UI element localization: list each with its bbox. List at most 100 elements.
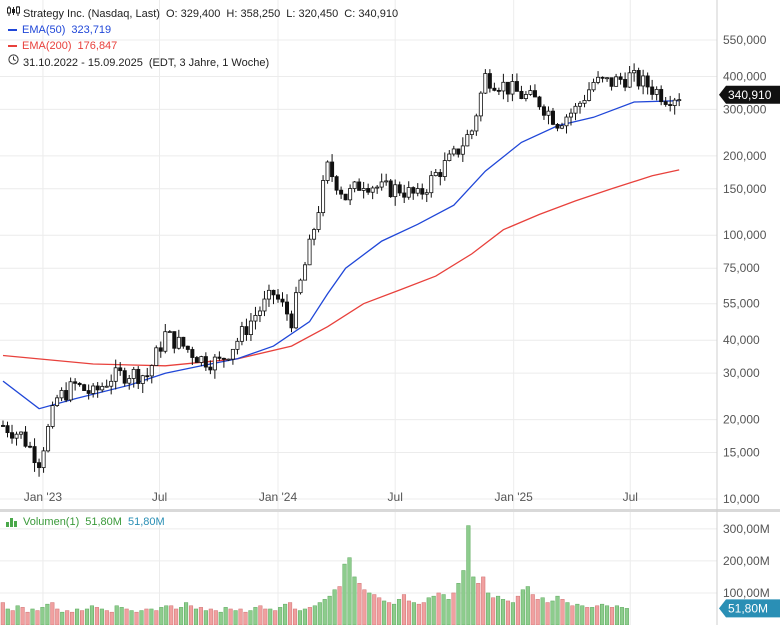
candle-body	[275, 294, 280, 300]
candle-body	[451, 148, 456, 155]
candle-body	[352, 181, 357, 189]
volume-bar	[307, 607, 312, 625]
volume-bar	[65, 610, 70, 625]
low-label: L:	[286, 8, 296, 20]
volume-bar	[79, 610, 85, 625]
volume-bar	[149, 608, 154, 625]
candle-body	[136, 368, 141, 384]
candle-body	[163, 331, 168, 352]
time-tick-label: Jan '25	[495, 490, 534, 504]
candle-body	[510, 81, 515, 95]
volume-bar	[292, 608, 298, 625]
volume-bar	[347, 557, 352, 625]
volume-bar	[352, 576, 357, 625]
candle-body	[244, 326, 249, 336]
volume-bar	[0, 602, 5, 625]
candle-body	[257, 310, 262, 316]
candle-body	[145, 375, 150, 378]
candle-body	[167, 331, 172, 333]
ema50-legend[interactable]: EMA(50) 323,719	[6, 22, 404, 38]
volume-bar	[302, 608, 307, 625]
volume-bar	[500, 599, 506, 625]
volume-bar	[466, 525, 471, 625]
candle-body	[564, 116, 569, 127]
volume-bar	[179, 607, 184, 625]
candle-body	[154, 347, 159, 366]
candle-body	[325, 161, 330, 181]
price-tick-label: 20,000	[723, 413, 760, 427]
candle-body	[483, 73, 488, 94]
volume-bar	[109, 611, 114, 625]
candle-body	[77, 382, 82, 386]
candle-body	[285, 301, 290, 315]
volume-bar	[436, 592, 441, 625]
volume-bar	[263, 608, 268, 625]
volume-bar	[10, 610, 15, 625]
candle-body	[645, 75, 650, 88]
volume-bar	[619, 607, 624, 625]
candle-body	[113, 367, 118, 382]
ema50-value: 323,719	[71, 24, 112, 36]
volume-bar	[70, 611, 75, 625]
price-tick-label: 400,000	[723, 69, 767, 83]
volume-bar	[570, 605, 575, 625]
volume-bar	[600, 603, 605, 625]
candle-body	[32, 446, 37, 464]
candle-body	[546, 110, 551, 116]
ema200-legend[interactable]: EMA(200) 176,847	[6, 38, 404, 54]
volume-legend[interactable]: Volumen(1) 51,80M 51,80M	[6, 516, 165, 528]
volume-bar	[268, 608, 273, 625]
candle-body	[181, 336, 186, 347]
ema200-value: 176,847	[77, 40, 118, 52]
volume-bar	[624, 608, 629, 625]
volume-label: Volumen(1)	[23, 516, 80, 528]
price-tick-label: 150,000	[723, 182, 767, 196]
candle-body	[375, 186, 380, 189]
volume-bar	[481, 576, 486, 625]
candle-body	[672, 99, 677, 106]
candle-body	[271, 289, 276, 296]
volume-bar	[223, 607, 228, 625]
candle-body	[104, 385, 109, 388]
candle-body	[64, 390, 69, 401]
candle-body	[235, 340, 240, 350]
candle-body	[266, 289, 271, 300]
candle-body	[632, 70, 637, 74]
candlestick-icon	[6, 6, 20, 22]
last-volume-badge	[719, 599, 780, 618]
candle-body	[573, 105, 578, 114]
volume-bar	[5, 608, 10, 625]
chart-legend: Strategy Inc. (Nasdaq, Last) O: 329,400 …	[6, 6, 404, 71]
close-label: C:	[344, 8, 356, 20]
candle-body	[366, 188, 371, 193]
candles	[0, 63, 682, 477]
candle-body	[55, 397, 60, 406]
volume-bar	[441, 594, 446, 625]
last-price-badge	[719, 85, 780, 104]
time-tick-label: Jul	[623, 490, 638, 504]
candle-body	[654, 89, 659, 95]
ema50-line	[2, 100, 680, 410]
candle-body	[321, 180, 326, 214]
candle-body	[307, 238, 312, 266]
candle-body	[569, 112, 574, 118]
volume-bar	[595, 605, 600, 625]
open-value: 329,400	[180, 8, 221, 20]
volume-bar	[84, 608, 90, 625]
volume-bar	[258, 605, 263, 625]
candle-body	[420, 188, 425, 195]
candle-body	[118, 367, 123, 372]
candle-body	[248, 320, 253, 336]
candle-body	[109, 380, 114, 387]
candle-body	[100, 386, 105, 391]
candle-body	[384, 180, 389, 183]
volume-bar	[184, 602, 189, 625]
candle-body	[289, 313, 294, 329]
volume-bar	[372, 594, 377, 625]
pane-separator	[0, 509, 780, 512]
volume-bar	[362, 589, 367, 625]
volume-bar	[154, 610, 159, 625]
volume-bar	[525, 586, 530, 625]
candle-body	[226, 358, 231, 361]
volume-bar	[20, 607, 25, 625]
